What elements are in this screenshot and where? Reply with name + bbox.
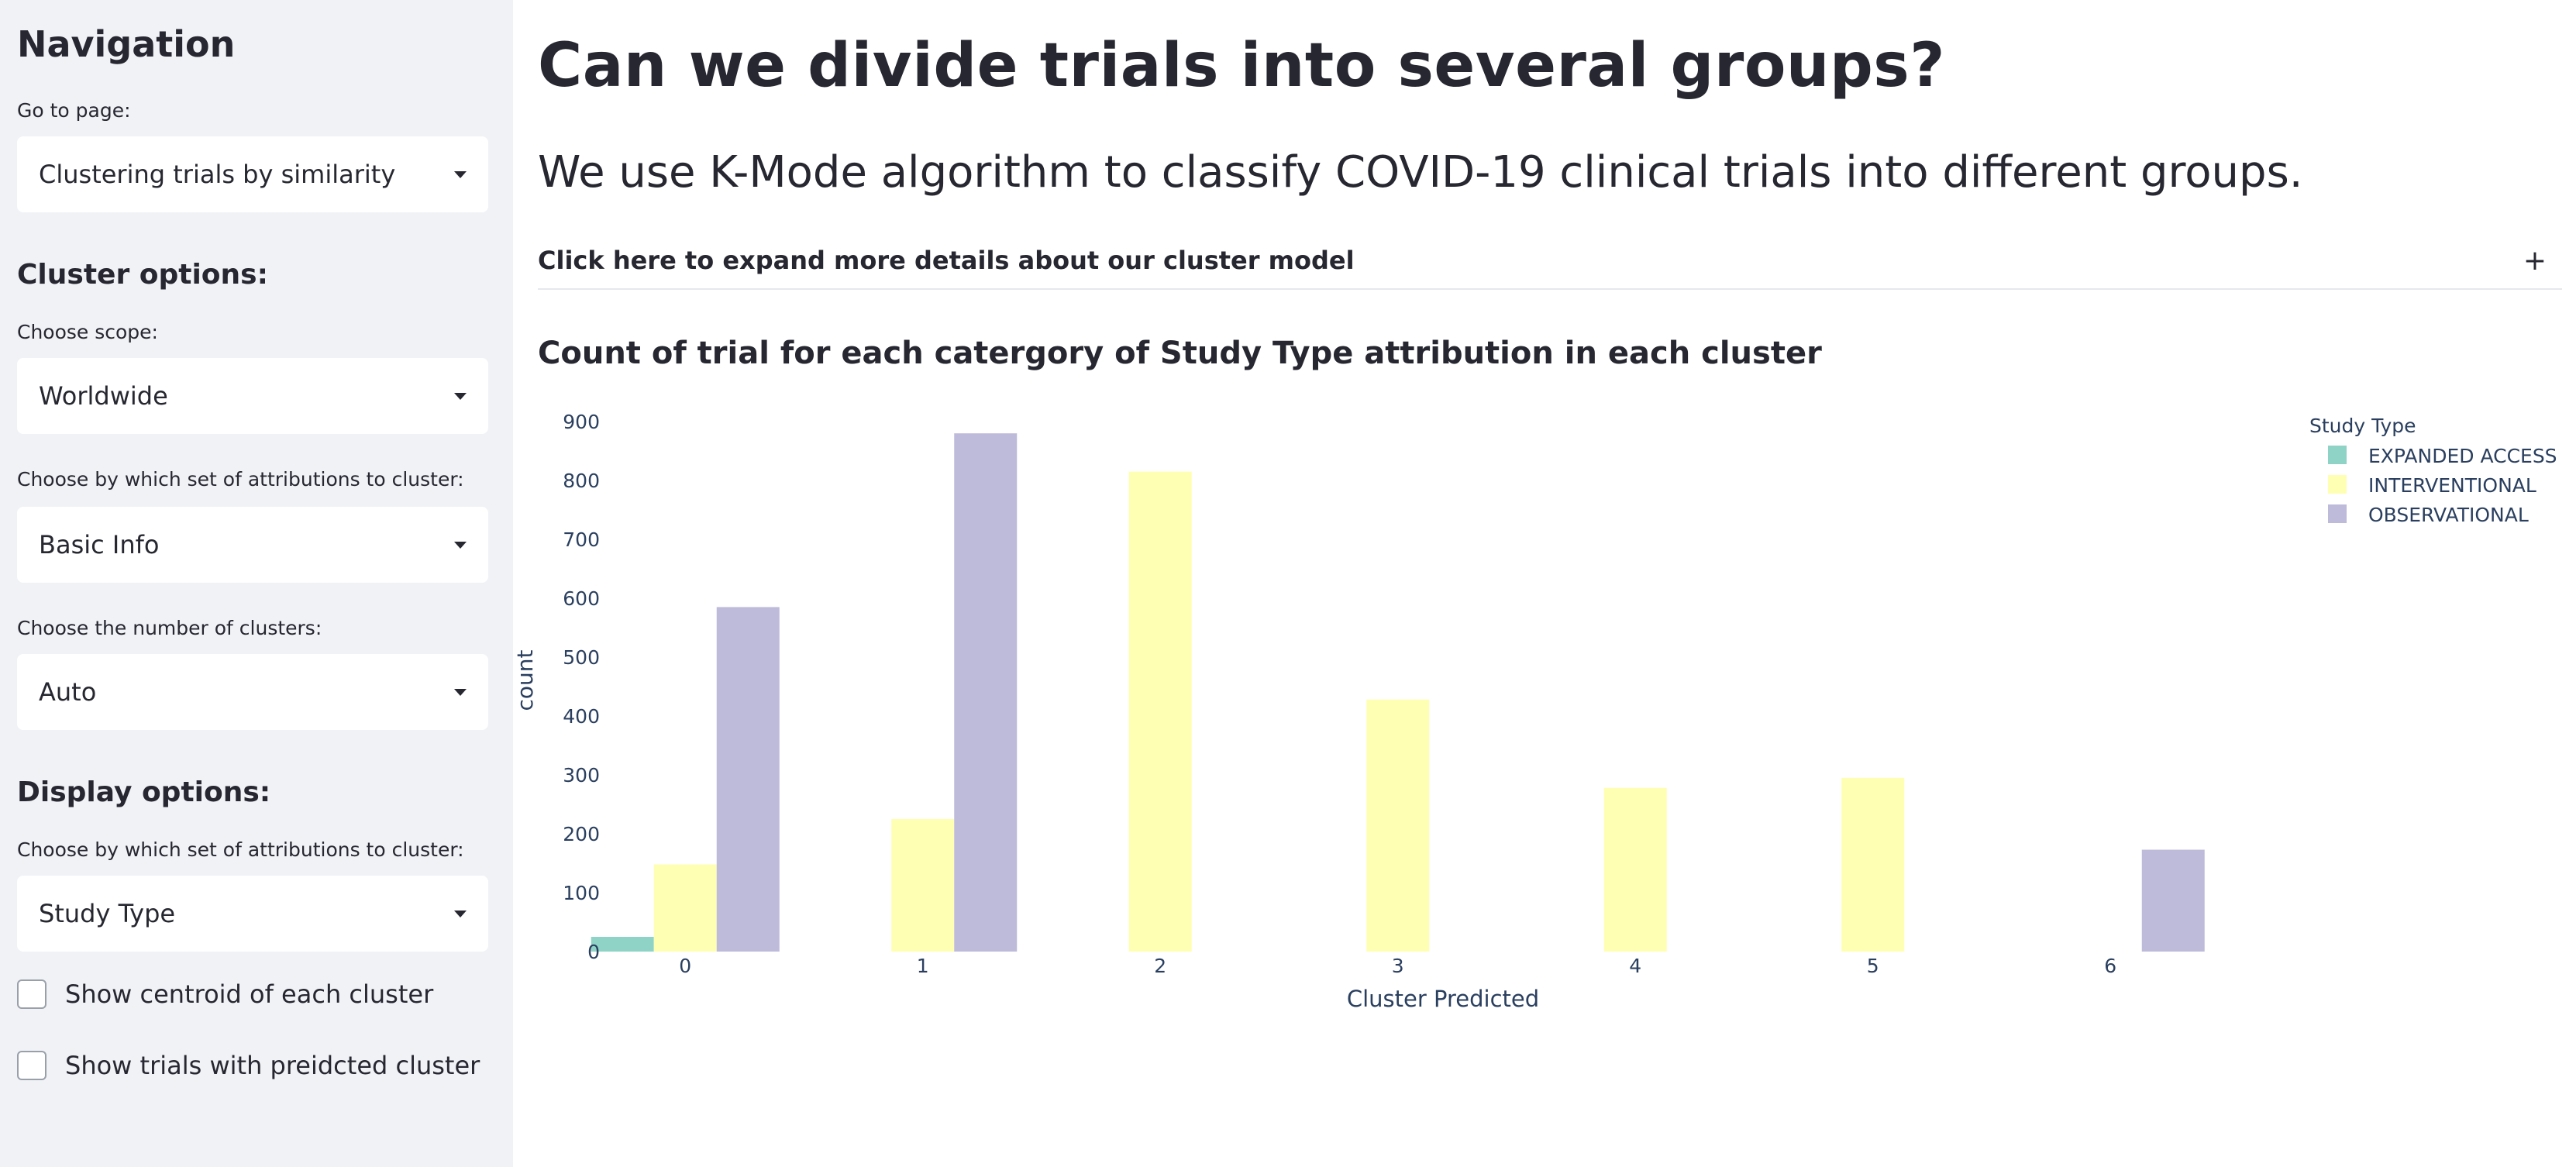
legend-item[interactable]: EXPANDED ACCESS xyxy=(2368,445,2557,467)
y-tick-label: 400 xyxy=(563,705,600,728)
legend-item[interactable]: OBSERVATIONAL xyxy=(2368,504,2529,526)
chevron-down-icon xyxy=(454,688,467,696)
num-clusters-value: Auto xyxy=(39,677,97,707)
y-tick-label: 800 xyxy=(563,470,600,492)
show-trials-checkbox-row[interactable]: Show trials with preidcted cluster xyxy=(17,1051,480,1080)
plus-icon: + xyxy=(2523,244,2547,277)
bar[interactable] xyxy=(1128,471,1192,952)
chevron-down-icon xyxy=(454,541,467,549)
y-tick-label: 900 xyxy=(563,411,600,433)
legend-swatch[interactable] xyxy=(2328,475,2347,494)
chart-heading: Count of trial for each catergory of Stu… xyxy=(538,336,1822,371)
bar[interactable] xyxy=(591,937,654,952)
scope-select[interactable]: Worldwide xyxy=(17,358,488,434)
legend: Study Type EXPANDED ACCESS INTERVENTIONAL… xyxy=(2309,415,2557,526)
x-tick-label: 0 xyxy=(679,955,691,977)
x-tick-label: 1 xyxy=(917,955,929,977)
attribution-value: Basic Info xyxy=(39,530,160,559)
x-tick-label: 2 xyxy=(1154,955,1166,977)
y-tick-label: 100 xyxy=(563,882,600,904)
bar[interactable] xyxy=(891,819,955,952)
y-tick-label: 700 xyxy=(563,528,600,551)
num-clusters-select[interactable]: Auto xyxy=(17,654,488,730)
bar[interactable] xyxy=(1841,777,1905,952)
y-axis: 0 100 200 300 400 500 600 700 800 900 xyxy=(563,411,600,963)
show-centroid-checkbox[interactable] xyxy=(17,979,46,1009)
display-attr-select[interactable]: Study Type xyxy=(17,876,488,952)
show-centroid-label: Show centroid of each cluster xyxy=(65,979,434,1009)
page-title: Can we divide trials into several groups… xyxy=(538,31,1945,101)
show-trials-checkbox[interactable] xyxy=(17,1051,46,1080)
x-axis-label: Cluster Predicted xyxy=(1347,986,1539,1012)
bar[interactable] xyxy=(954,433,1018,952)
bar[interactable] xyxy=(1603,787,1667,952)
chevron-down-icon xyxy=(454,170,467,178)
display-options-title: Display options: xyxy=(17,776,271,808)
bar[interactable] xyxy=(2141,849,2205,952)
scope-label: Choose scope: xyxy=(17,321,158,343)
x-tick-label: 6 xyxy=(2104,955,2116,977)
page-subtitle: We use K-Mode algorithm to classify COVI… xyxy=(538,147,2303,198)
legend-swatch[interactable] xyxy=(2328,446,2347,464)
plot-area xyxy=(591,433,2205,952)
num-clusters-label: Choose the number of clusters: xyxy=(17,617,322,639)
scope-value: Worldwide xyxy=(39,381,168,411)
display-attr-value: Study Type xyxy=(39,899,176,928)
cluster-options-title: Cluster options: xyxy=(17,259,268,291)
bar[interactable] xyxy=(653,864,717,952)
x-axis: 0 1 2 3 4 5 6 xyxy=(679,955,2116,977)
legend-title: Study Type xyxy=(2309,415,2416,437)
sidebar: Navigation Go to page: Clustering trials… xyxy=(0,0,513,1167)
show-centroid-checkbox-row[interactable]: Show centroid of each cluster xyxy=(17,979,433,1009)
display-attr-label: Choose by which set of attributions to c… xyxy=(17,838,464,861)
y-tick-label: 0 xyxy=(587,941,600,963)
chevron-down-icon xyxy=(454,910,467,917)
y-tick-label: 200 xyxy=(563,823,600,845)
attribution-select[interactable]: Basic Info xyxy=(17,507,488,583)
y-axis-label: count xyxy=(513,649,538,711)
goto-page-select[interactable]: Clustering trials by similarity xyxy=(17,136,488,212)
legend-item[interactable]: INTERVENTIONAL xyxy=(2368,474,2536,497)
expander-label: Click here to expand more details about … xyxy=(538,246,1355,275)
x-tick-label: 5 xyxy=(1867,955,1879,977)
attr-label: Choose by which set of attributions to c… xyxy=(17,468,464,491)
bar[interactable] xyxy=(716,607,780,952)
show-trials-label: Show trials with preidcted cluster xyxy=(65,1051,480,1080)
x-tick-label: 4 xyxy=(1629,955,1641,977)
y-tick-label: 500 xyxy=(563,646,600,669)
goto-page-value: Clustering trials by similarity xyxy=(39,160,396,189)
y-tick-label: 300 xyxy=(563,764,600,787)
legend-swatch[interactable] xyxy=(2328,504,2347,523)
main-content: Can we divide trials into several groups… xyxy=(513,0,2576,1167)
goto-label: Go to page: xyxy=(17,99,131,122)
bar[interactable] xyxy=(1366,699,1430,952)
y-tick-label: 600 xyxy=(563,587,600,610)
x-tick-label: 3 xyxy=(1392,955,1404,977)
chevron-down-icon xyxy=(454,392,467,400)
cluster-bar-chart: 0 100 200 300 400 500 600 700 800 900 0 1 2 3 4 5 6 cou… xyxy=(513,411,2557,1012)
sidebar-title: Navigation xyxy=(17,23,236,65)
model-details-expander[interactable]: Click here to expand more details about … xyxy=(538,232,2562,290)
